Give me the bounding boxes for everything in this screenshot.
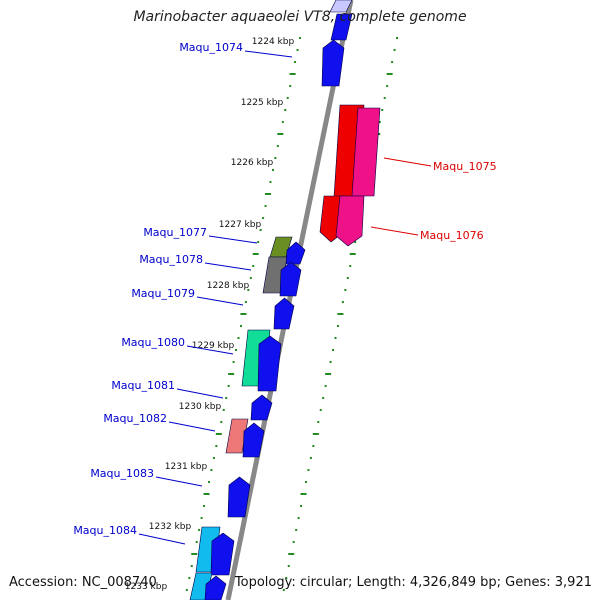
gene-label-leader xyxy=(370,226,419,236)
gene-feature-forward xyxy=(210,532,235,576)
gene-feature-maqu-1076 xyxy=(351,107,381,197)
gene-feature-partial xyxy=(204,575,227,600)
gene-label-leader xyxy=(138,533,186,545)
gene-label-leader xyxy=(176,388,224,399)
gene-feature-forward xyxy=(273,297,295,330)
tick-label: 1232 kbp xyxy=(149,522,192,532)
gene-feature-maqu-1074 xyxy=(321,39,345,87)
accession-text: Accession: NC_008740 xyxy=(9,575,157,590)
tick-marks-inner xyxy=(185,37,301,591)
gene-label-maqu-1080[interactable]: Maqu_1080 xyxy=(121,336,185,349)
gene-feature-partial xyxy=(330,13,353,41)
tick-label: 1224 kbp xyxy=(252,37,295,47)
gene-feature-forward xyxy=(242,422,265,458)
tick-label: 1227 kbp xyxy=(219,220,262,230)
page-title: Marinobacter aquaeolei VT8, complete gen… xyxy=(133,9,467,25)
gene-label-maqu-1082[interactable]: Maqu_1082 xyxy=(103,412,167,425)
gene-feature-maqu-1076 xyxy=(335,195,365,247)
gene-feature-maqu-1079 xyxy=(279,261,302,297)
gene-label-leader xyxy=(168,421,216,432)
gene-label-maqu-1084[interactable]: Maqu_1084 xyxy=(73,524,137,537)
gene-label-maqu-1075[interactable]: Maqu_1075 xyxy=(433,160,497,173)
tick-labels: 1224 kbp 1225 kbp 1226 kbp 1227 kbp 1228 kbp… xyxy=(125,37,295,592)
gene-label-leader xyxy=(244,50,293,58)
gene-feature-partial xyxy=(329,0,353,13)
gene-label-maqu-1078[interactable]: Maqu_1078 xyxy=(139,253,203,266)
gene-label-maqu-1077[interactable]: Maqu_1077 xyxy=(143,226,207,239)
gene-label-maqu-1079[interactable]: Maqu_1079 xyxy=(131,287,195,300)
gene-feature-maqu-1081 xyxy=(250,394,273,421)
gene-features xyxy=(189,0,381,600)
gene-label-leader xyxy=(155,476,203,487)
gene-label-maqu-1076[interactable]: Maqu_1076 xyxy=(420,229,484,242)
gene-label-maqu-1074[interactable]: Maqu_1074 xyxy=(179,41,243,54)
gene-label-leader xyxy=(196,296,244,306)
gene-feature-forward xyxy=(257,335,282,392)
gene-feature-maqu-1082 xyxy=(225,418,249,454)
gene-label-maqu-1083[interactable]: Maqu_1083 xyxy=(90,467,154,480)
genome-summary-text: Topology: circular; Length: 4,326,849 bp… xyxy=(234,575,592,590)
genome-backbone xyxy=(225,0,354,600)
gene-label-leader xyxy=(208,235,258,244)
tick-label: 1230 kbp xyxy=(179,402,222,412)
tick-label: 1231 kbp xyxy=(165,462,208,472)
gene-feature-maqu-1083 xyxy=(227,476,251,518)
gene-label-leader xyxy=(186,345,234,355)
gene-labels: Maqu_1074 Maqu_1075 Maqu_1076 Maqu_1077 Maqu… xyxy=(73,41,497,545)
tick-label: 1225 kbp xyxy=(241,98,284,108)
gene-label-maqu-1081[interactable]: Maqu_1081 xyxy=(111,379,175,392)
tick-label: 1233 kbp xyxy=(125,582,168,592)
gene-label-leader xyxy=(383,157,432,167)
tick-label: 1226 kbp xyxy=(231,158,274,168)
gene-label-leader xyxy=(204,262,252,271)
tick-label: 1228 kbp xyxy=(207,281,250,291)
tick-label: 1229 kbp xyxy=(192,341,235,351)
